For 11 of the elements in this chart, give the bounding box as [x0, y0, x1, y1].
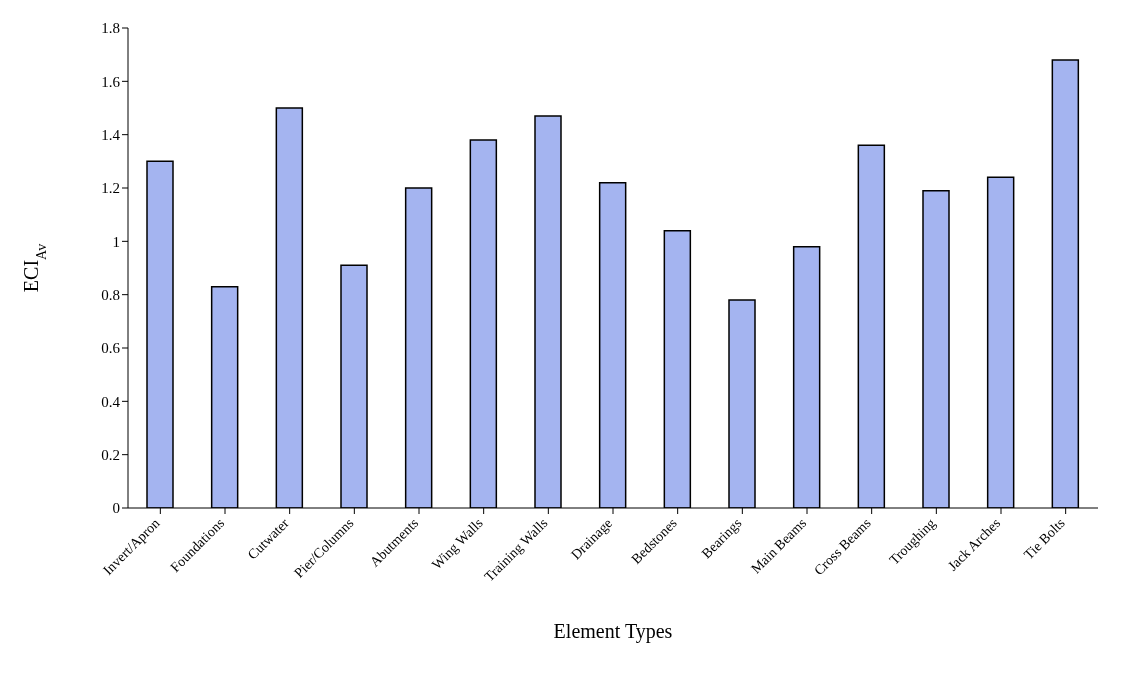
x-axis-title: Element Types	[553, 620, 673, 643]
y-tick-label: 0.8	[101, 286, 120, 303]
y-tick-label: 0.6	[101, 340, 121, 357]
y-tick-label: 1.8	[101, 20, 120, 37]
y-tick-label: 1.4	[101, 126, 121, 143]
y-tick-label: 1.2	[101, 180, 120, 197]
y-tick-label: 0	[112, 500, 120, 517]
y-tick-label: 1	[112, 233, 120, 250]
y-tick-label: 1.6	[101, 73, 121, 90]
y-tick-label: 0.2	[101, 446, 120, 463]
y-tick-label: 0.4	[101, 393, 121, 410]
